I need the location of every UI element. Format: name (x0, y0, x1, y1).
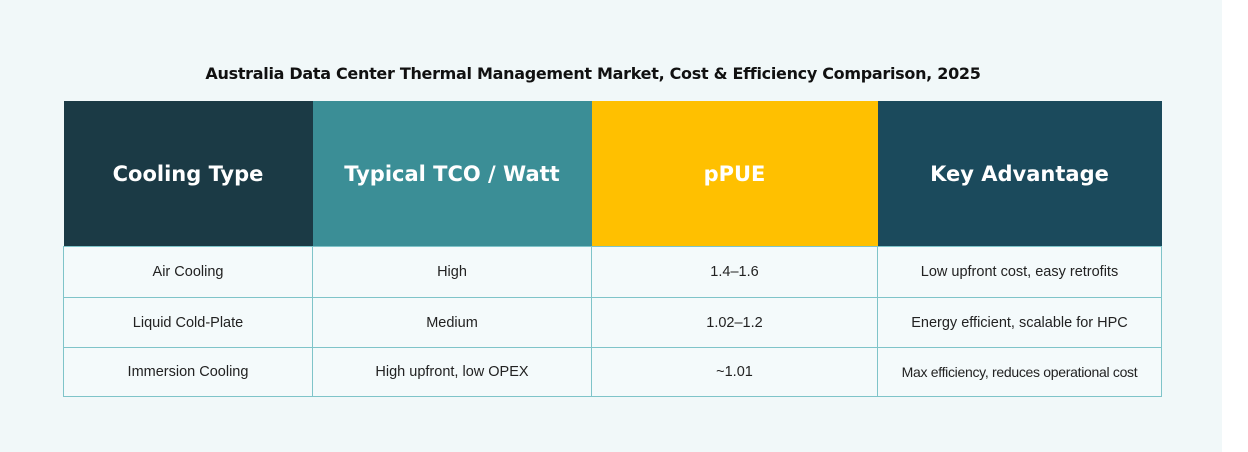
cell-ppue: 1.02–1.2 (591, 297, 878, 348)
cell-key-advantage: Energy efficient, scalable for HPC (877, 297, 1162, 348)
page-background: Australia Data Center Thermal Management… (0, 0, 1222, 452)
header-key-advantage: Key Advantage (877, 101, 1162, 247)
page-title: Australia Data Center Thermal Management… (205, 64, 981, 83)
cell-key-advantage: Low upfront cost, easy retrofits (877, 246, 1162, 298)
comparison-table: Cooling Type Typical TCO / Watt pPUE Key… (63, 101, 1162, 397)
table-row: Immersion Cooling High upfront, low OPEX… (63, 347, 1162, 397)
table-row: Liquid Cold-Plate Medium 1.02–1.2 Energy… (63, 297, 1162, 348)
cell-typical-tco: High (312, 246, 592, 298)
cell-typical-tco: High upfront, low OPEX (312, 347, 592, 397)
header-ppue: pPUE (591, 101, 878, 247)
header-typical-tco: Typical TCO / Watt (312, 101, 592, 247)
cell-typical-tco: Medium (312, 297, 592, 348)
header-cooling-type: Cooling Type (63, 101, 313, 247)
cell-ppue: ~1.01 (591, 347, 878, 397)
cell-cooling-type: Air Cooling (63, 246, 313, 298)
cell-cooling-type: Liquid Cold-Plate (63, 297, 313, 348)
table-row: Air Cooling High 1.4–1.6 Low upfront cos… (63, 246, 1162, 298)
cell-key-advantage: Max efficiency, reduces operational cost (877, 347, 1162, 397)
table-header-row: Cooling Type Typical TCO / Watt pPUE Key… (63, 101, 1162, 247)
cell-ppue: 1.4–1.6 (591, 246, 878, 298)
cell-cooling-type: Immersion Cooling (63, 347, 313, 397)
